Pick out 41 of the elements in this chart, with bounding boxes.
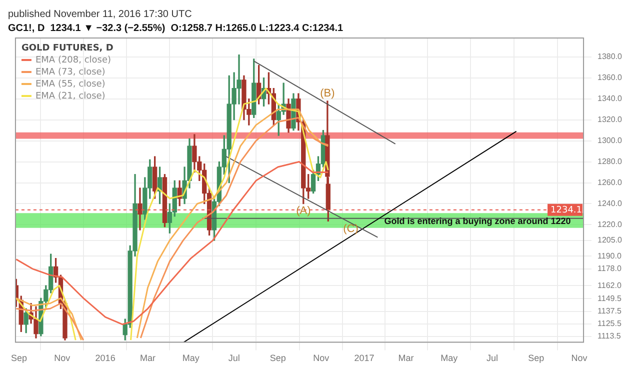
y-tick-label: 1280.0 (598, 156, 623, 166)
y-tick-label: 1178.0 (598, 264, 622, 273)
x-tick-label: 2017 (354, 353, 374, 364)
y-tick-label: 1240.0 (598, 198, 623, 208)
ref-line-label: 1234.1 (550, 205, 582, 216)
y-tick-label: 1360.0 (598, 73, 623, 82)
y-tick-label: 1220.0 (598, 220, 623, 229)
x-tick-label: May (440, 353, 458, 364)
x-tick-label: Sep (11, 353, 28, 364)
y-tick-label: 1260.0 (598, 178, 623, 187)
y-tick-label: 1149.5 (598, 294, 622, 303)
legend-label: EMA (21, close) (35, 91, 106, 102)
y-tick-label: 1340.0 (598, 94, 623, 104)
x-tick-label: Nov (313, 353, 330, 364)
y-tick-label: 1205.0 (598, 236, 623, 245)
y-tick-label: 1137.5 (598, 306, 622, 316)
x-tick-label: Jul (228, 353, 240, 364)
x-tick-label: Sep (270, 353, 286, 364)
x-tick-label: Nov (54, 353, 71, 364)
chart-subtitle: GC1!, D 1234.1 ▼ −32.3 (−2.55%) O:1258.7 H:1265.0 L:1223.4 C:1234.1 (8, 22, 344, 34)
legend-label: EMA (55, close) (35, 79, 106, 90)
y-tick-label: 1320.0 (598, 115, 623, 124)
y-tick-label: 1162.0 (598, 280, 622, 290)
y-tick-label: 1125.5 (598, 319, 622, 328)
x-tick-label: Jul (486, 353, 498, 364)
y-tick-label: 1113.5 (598, 332, 622, 341)
legend-label: EMA (208, close) (35, 55, 112, 66)
x-tick-label: Nov (571, 353, 588, 364)
x-tick-label: Sep (528, 353, 544, 364)
legend-title: GOLD FUTURES, D (21, 43, 114, 54)
x-tick-label: Mar (398, 353, 414, 364)
legend-label: EMA (73, close) (35, 67, 106, 78)
x-tick-label: 2016 (95, 353, 116, 364)
x-tick-label: Mar (140, 353, 156, 364)
x-tick-label: May (182, 353, 200, 364)
y-tick-label: 1300.0 (598, 136, 623, 145)
annotation: Gold is entering a buying zone around 1220 (384, 216, 571, 226)
y-tick-label: 1380.0 (598, 52, 623, 62)
chart-title: published November 11, 2016 17:30 UTC (8, 8, 192, 20)
annotation: (B) (320, 87, 335, 100)
y-tick-label: 1190.0 (598, 251, 622, 260)
